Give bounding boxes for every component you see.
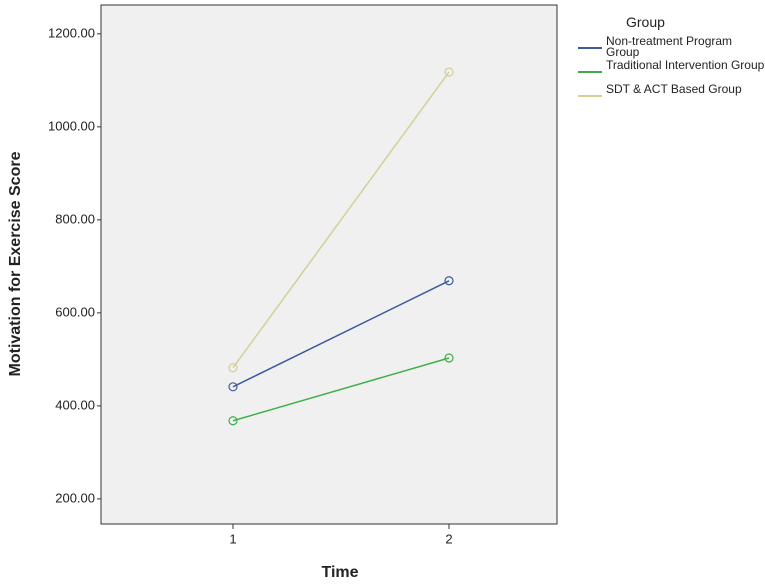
legend-entry: SDT & ACT Based Group	[578, 82, 765, 106]
point-marker	[444, 276, 454, 286]
y-tick-label: 1200.00	[48, 25, 95, 40]
y-tick-label: 800.00	[55, 211, 95, 226]
legend-title: Group	[626, 14, 665, 30]
y-tick-label: 600.00	[55, 304, 95, 319]
point-marker	[444, 353, 454, 363]
x-tick-label: 1	[229, 531, 236, 546]
legend-swatch	[578, 71, 602, 73]
legend: Group Non-treatment Program Group Traditi…	[578, 14, 765, 108]
point-marker	[228, 363, 238, 373]
y-tick-label: 200.00	[55, 490, 95, 505]
legend-entry: Non-treatment Program Group	[578, 34, 765, 59]
series-line	[232, 71, 450, 369]
plot-area	[100, 4, 558, 525]
series-line	[232, 357, 450, 422]
point-marker	[228, 382, 238, 392]
y-tick-label: 1000.00	[48, 118, 95, 133]
legend-swatch	[578, 47, 602, 49]
point-marker	[444, 67, 454, 77]
legend-label: Traditional Intervention Group	[606, 58, 765, 72]
y-tick-label: 400.00	[55, 397, 95, 412]
y-axis-label: Motivation for Exercise Score	[7, 151, 24, 376]
x-axis-label: Time	[321, 564, 358, 581]
legend-label: SDT & ACT Based Group	[606, 82, 742, 96]
series-line	[232, 280, 450, 388]
point-marker	[228, 416, 238, 426]
legend-label: Non-treatment Program Group	[606, 34, 733, 59]
x-tick-label: 2	[445, 531, 452, 546]
legend-swatch	[578, 95, 602, 97]
legend-entry: Traditional Intervention Group	[578, 58, 765, 82]
